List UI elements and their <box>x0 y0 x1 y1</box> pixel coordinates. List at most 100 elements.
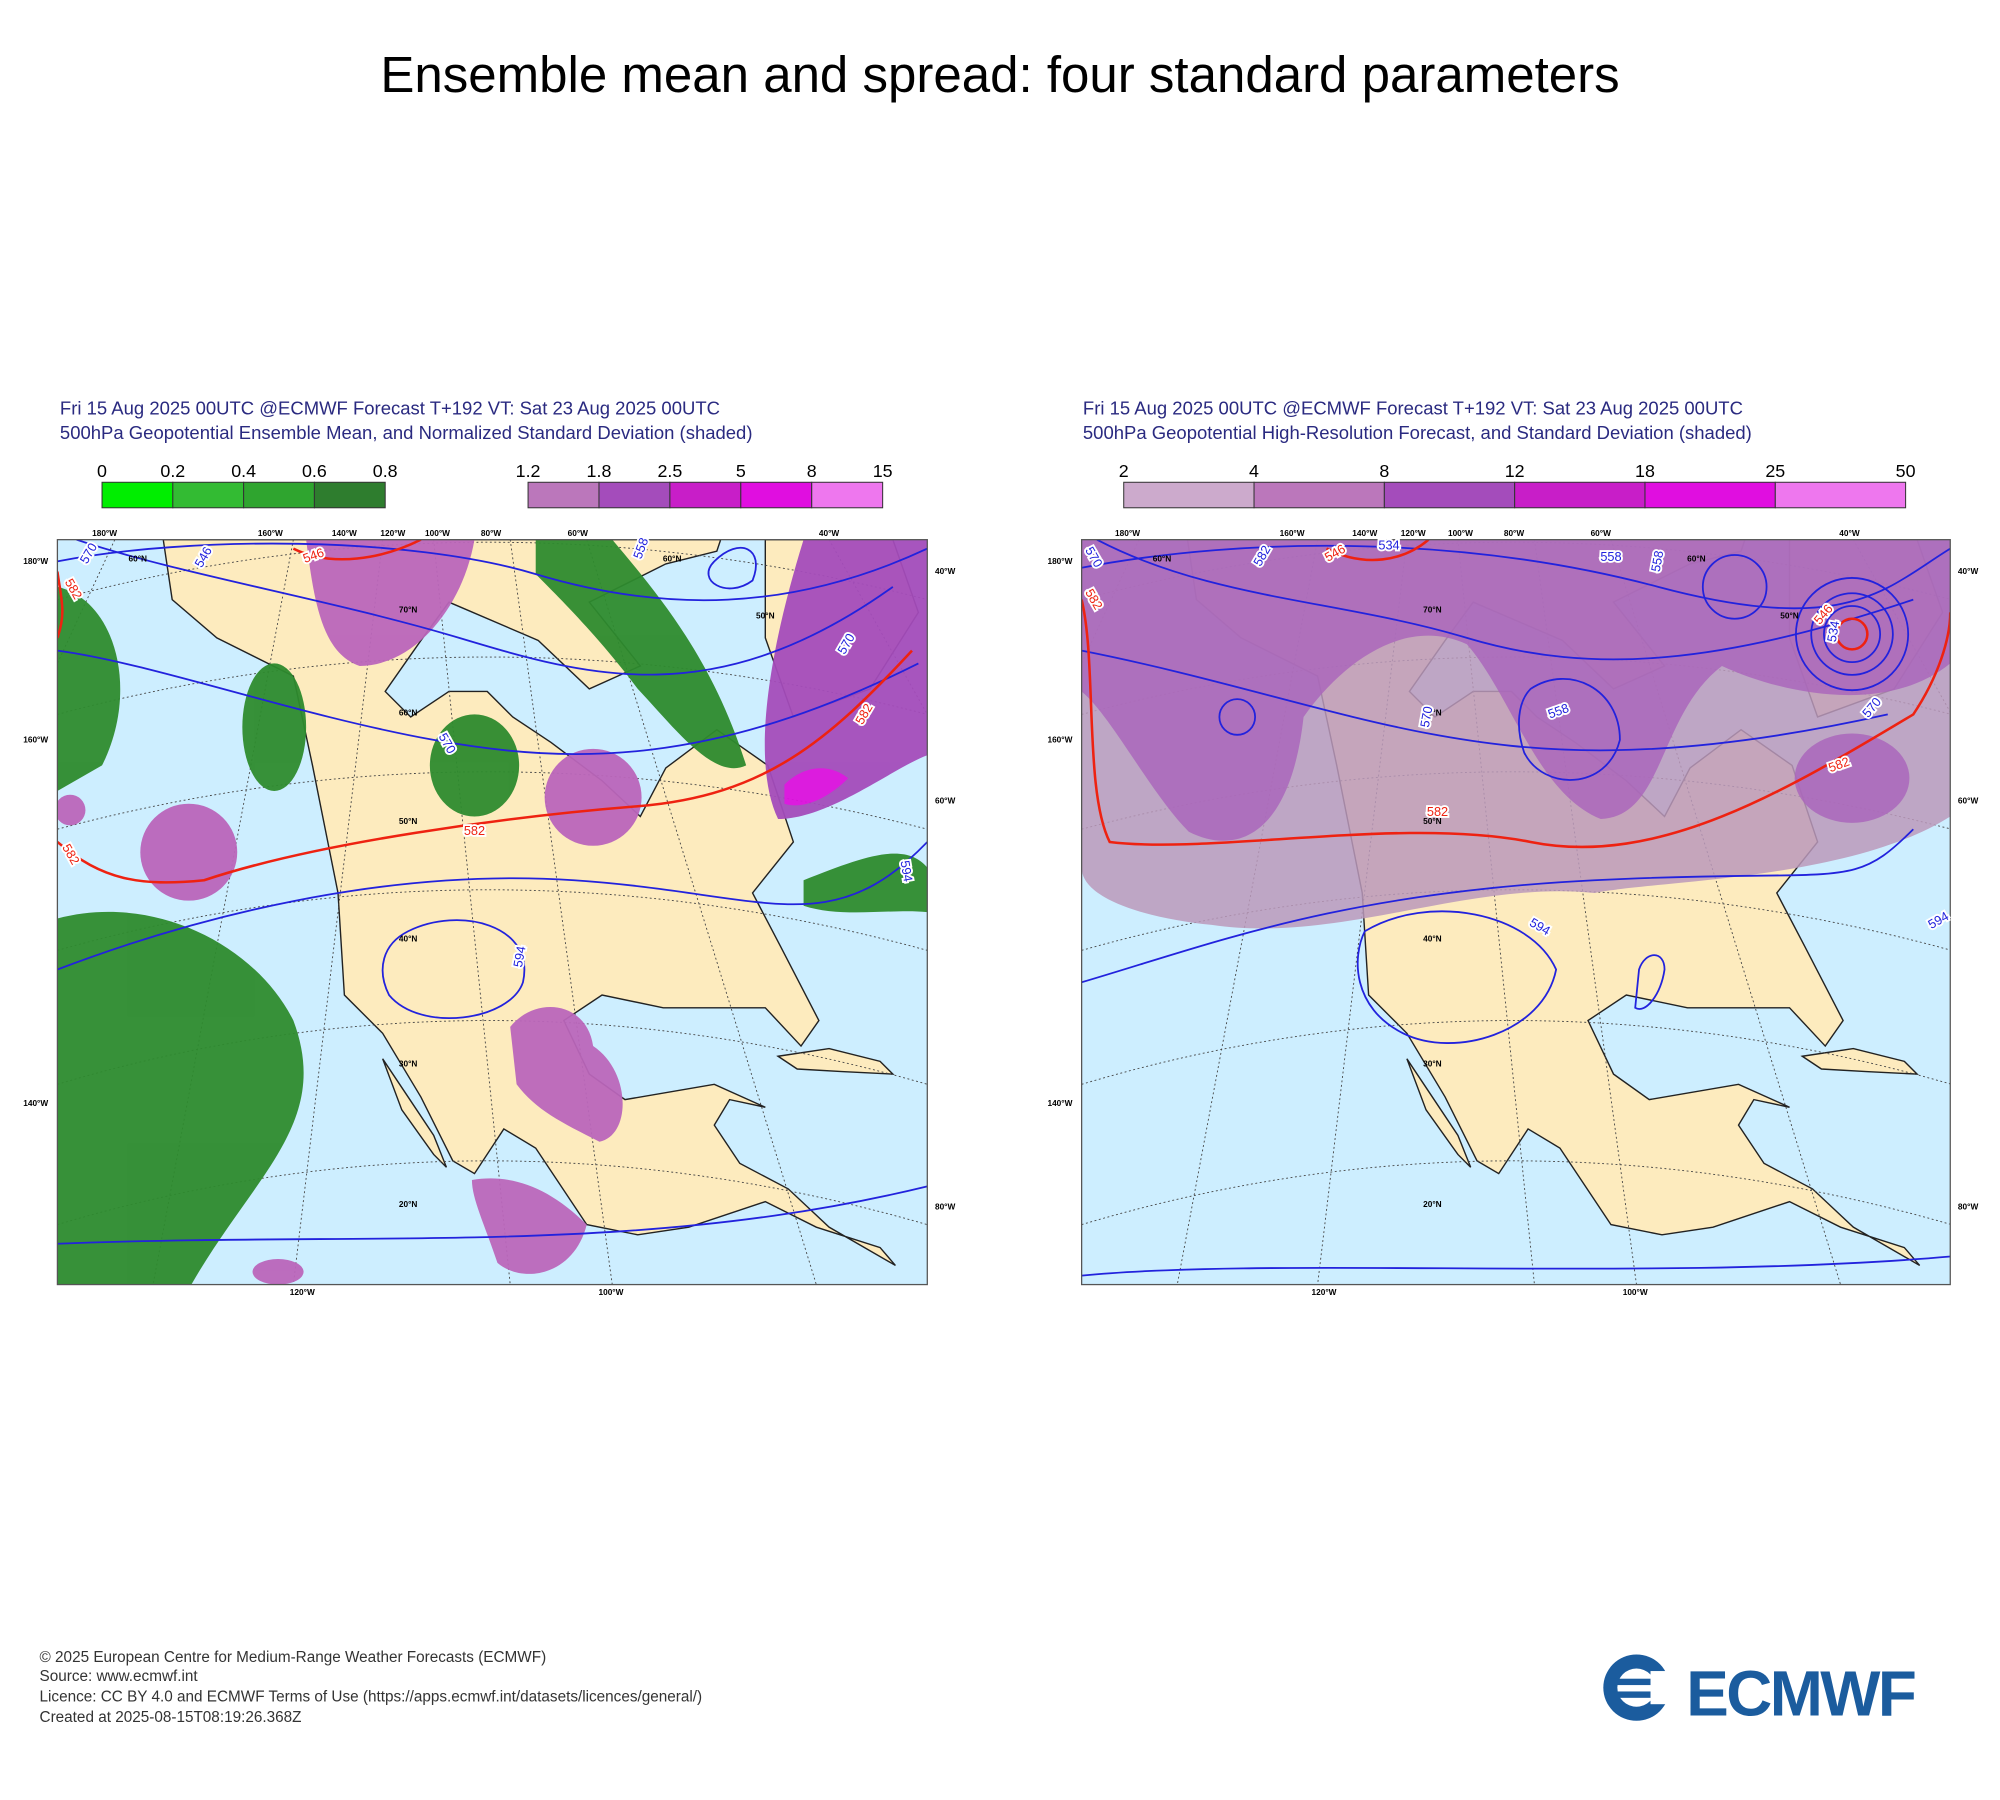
lat-label: 30°N <box>399 1058 418 1068</box>
lat-label: 50°N <box>756 611 775 621</box>
lon-label: 180°W <box>1115 528 1140 538</box>
lon-label: 80°W <box>935 1201 956 1211</box>
colorbar-segment <box>172 481 245 509</box>
lon-label: 40°W <box>935 566 956 576</box>
contour-label: 534 <box>1378 537 1399 552</box>
colorbar-segment <box>527 481 600 509</box>
contour-label: 558 <box>1600 549 1621 564</box>
lon-label: 40°W <box>1839 528 1860 538</box>
colorbar-label: 2.5 <box>657 461 682 481</box>
lon-label: 120°W <box>290 1287 315 1297</box>
colorbar-label: 0.2 <box>160 461 185 481</box>
panel: Fri 15 Aug 2025 00UTC @ECMWF Forecast T+… <box>1080 398 1951 1286</box>
shading <box>1081 539 1951 929</box>
contour-label: 570 <box>1417 705 1435 729</box>
colorbar-segment <box>1514 481 1646 509</box>
contour-label: 594 <box>897 859 915 883</box>
lat-label: 70°N <box>399 604 418 614</box>
footer-line: Created at 2025-08-15T08:19:26.368Z <box>40 1709 302 1726</box>
contour-label: 558 <box>1648 549 1666 573</box>
panel-header: 500hPa Geopotential Ensemble Mean, and N… <box>60 422 753 443</box>
colorbar-label: 8 <box>1379 461 1389 481</box>
lon-label: 140°W <box>332 528 357 538</box>
lon-label: 120°W <box>1401 528 1426 538</box>
lon-label: 80°W <box>481 528 502 538</box>
lon-label: 120°W <box>380 528 405 538</box>
lon-label: 160°W <box>1047 734 1072 744</box>
colorbar-label: 12 <box>1505 461 1525 481</box>
contours <box>57 539 928 1245</box>
panel-header: Fri 15 Aug 2025 00UTC @ECMWF Forecast T+… <box>60 398 720 419</box>
colorbar-label: 5 <box>736 461 746 481</box>
colorbar-segment <box>101 481 174 509</box>
colorbar-label: 0.8 <box>373 461 398 481</box>
colorbar-label: 1.2 <box>516 461 541 481</box>
contour-label: 582 <box>464 823 485 838</box>
colorbar-segment <box>1383 481 1516 509</box>
colorbar-label: 50 <box>1896 461 1916 481</box>
lat-label: 50°N <box>1423 816 1442 826</box>
lon-label: 40°W <box>1958 566 1979 576</box>
lon-label: 80°W <box>1958 1201 1979 1211</box>
lon-label: 60°W <box>568 528 589 538</box>
colorbar-segment <box>740 481 813 509</box>
lon-label: 60°W <box>1591 528 1612 538</box>
colorbar-label: 0 <box>97 461 107 481</box>
footer-line: Source: www.ecmwf.int <box>40 1668 199 1685</box>
map-frame <box>56 539 928 1286</box>
lat-label: 60°N <box>128 553 147 563</box>
lon-label: 60°W <box>935 796 956 806</box>
lon-label: 180°W <box>1047 556 1072 566</box>
lat-label: 50°N <box>1780 611 1799 621</box>
lat-label: 60°N <box>399 708 418 718</box>
lon-label: 140°W <box>23 1098 48 1108</box>
lat-label: 20°N <box>1423 1199 1442 1209</box>
contour-label: 594 <box>510 945 528 969</box>
lat-label: 40°N <box>399 933 418 943</box>
colorbar-segment <box>313 481 386 509</box>
colorbar-segment <box>1644 481 1776 509</box>
logo: ECMWF <box>1603 1654 1917 1730</box>
lat-label: 60°N <box>1687 553 1706 563</box>
colorbar-label: 8 <box>807 461 817 481</box>
lon-label: 100°W <box>598 1287 623 1297</box>
colorbar-label: 4 <box>1249 461 1259 481</box>
contours <box>1081 539 1951 1277</box>
lon-label: 40°W <box>819 528 840 538</box>
lon-label: 160°W <box>23 734 48 744</box>
colorbar-label: 0.6 <box>302 461 327 481</box>
lat-label: 40°N <box>1423 933 1442 943</box>
colorbar-segment <box>811 481 884 509</box>
logo-text: ECMWF <box>1686 1658 1915 1730</box>
contour-label: 582 <box>1427 804 1448 819</box>
lon-label: 60°W <box>1958 796 1979 806</box>
map-frame <box>1080 539 1951 1286</box>
colorbar-label: 25 <box>1765 461 1785 481</box>
panel: Fri 15 Aug 2025 00UTC @ECMWF Forecast T+… <box>56 398 928 1286</box>
colorbar-segment <box>669 481 742 509</box>
lon-label: 180°W <box>23 556 48 566</box>
lon-label: 100°W <box>1623 1287 1648 1297</box>
colorbar-segment <box>1774 481 1907 509</box>
lon-label: 100°W <box>425 528 450 538</box>
lat-label: 30°N <box>1423 1058 1442 1068</box>
lon-label: 120°W <box>1312 1287 1337 1297</box>
colorbar-segment <box>598 481 671 509</box>
footer-line: Licence: CC BY 4.0 and ECMWF Terms of Us… <box>40 1689 703 1706</box>
map <box>1081 539 1951 1285</box>
colorbar-label: 18 <box>1635 461 1655 481</box>
lon-label: 160°W <box>1280 528 1305 538</box>
contour-label: 534 <box>1824 620 1842 644</box>
lon-label: 180°W <box>92 528 117 538</box>
footer: © 2025 European Centre for Medium-Range … <box>40 1649 703 1726</box>
lon-label: 140°W <box>1352 528 1377 538</box>
figure-title: Ensemble mean and spread: four standard … <box>380 46 1619 103</box>
colorbar-label: 0.4 <box>231 461 256 481</box>
colorbar-segment <box>1253 481 1385 509</box>
lon-label: 160°W <box>258 528 283 538</box>
panel-header: Fri 15 Aug 2025 00UTC @ECMWF Forecast T+… <box>1083 398 1743 419</box>
map <box>57 539 928 1285</box>
